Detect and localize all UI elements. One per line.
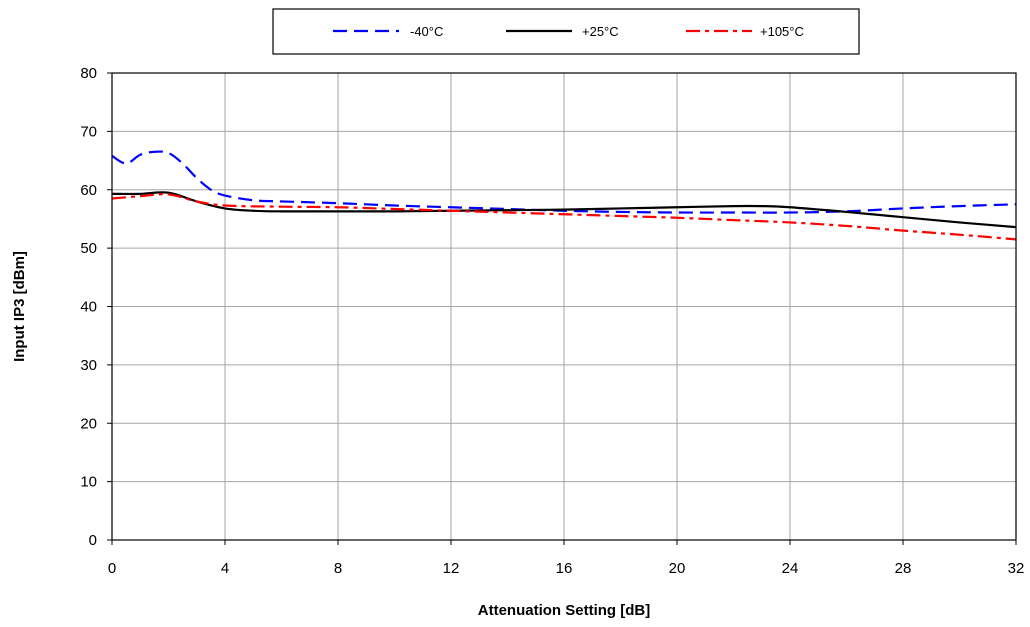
x-tick-label: 4 xyxy=(221,560,229,577)
y-tick-label: 40 xyxy=(80,299,97,316)
y-tick-label: 70 xyxy=(80,123,97,140)
y-tick-label: 60 xyxy=(80,182,97,199)
tick-labels: 0 4 8 12 16 20 24 28 32 0 10 20 30 40 50 60 70 80 xyxy=(80,65,1024,577)
gridlines xyxy=(112,73,1016,540)
x-tick-label: 0 xyxy=(108,560,116,577)
x-tick-label: 28 xyxy=(895,560,912,577)
y-axis-title: Input IP3 [dBm] xyxy=(11,251,28,362)
y-tick-label: 0 xyxy=(89,532,97,549)
legend-label-1: +25°C xyxy=(582,24,619,39)
legend-label-0: -40°C xyxy=(410,24,443,39)
x-tick-label: 8 xyxy=(334,560,342,577)
x-tick-label: 16 xyxy=(556,560,573,577)
y-tick-label: 10 xyxy=(80,474,97,491)
x-tick-label: 20 xyxy=(669,560,686,577)
legend-label-2: +105°C xyxy=(760,24,804,39)
x-tick-label: 12 xyxy=(443,560,460,577)
y-tick-label: 80 xyxy=(80,65,97,82)
x-tick-label: 32 xyxy=(1008,560,1025,577)
y-tick-label: 20 xyxy=(80,415,97,432)
y-tick-label: 30 xyxy=(80,357,97,374)
x-axis-title: Attenuation Setting [dB] xyxy=(478,602,650,619)
legend: -40°C +25°C +105°C xyxy=(273,9,859,54)
y-tick-label: 50 xyxy=(80,240,97,257)
x-tick-label: 24 xyxy=(782,560,799,577)
